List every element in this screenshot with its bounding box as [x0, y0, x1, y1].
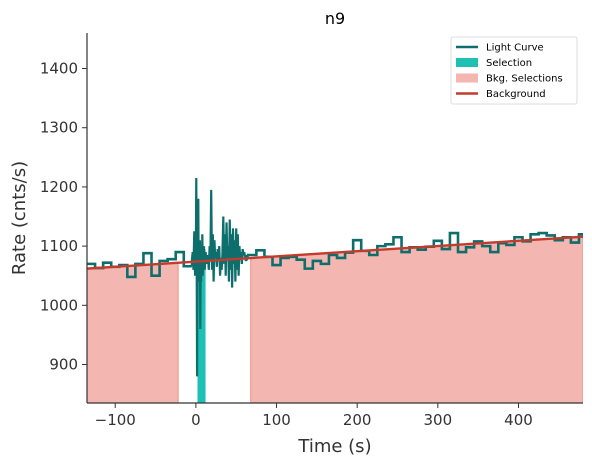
light-curve-fine	[190, 178, 250, 377]
legend-swatch-patch	[456, 58, 478, 67]
x-tick-label: −100	[95, 411, 136, 429]
legend-swatch-patch	[456, 73, 478, 83]
y-tick-label: 1000	[40, 296, 78, 314]
legend: Light Curve Selection Bkg. Selections Backg…	[450, 36, 578, 105]
background-fit-line	[87, 235, 583, 270]
plot-area	[87, 178, 583, 403]
x-tick-label: 0	[191, 411, 201, 429]
legend-label: Light Curve	[486, 43, 544, 54]
x-tick-label: 300	[424, 411, 453, 429]
y-axis-label: Rate (cnts/s)	[9, 161, 30, 275]
y-tick-label: 1100	[40, 237, 78, 255]
x-tick-label: 200	[343, 411, 372, 429]
legend-label: Background	[486, 89, 546, 100]
source-selection-region	[197, 249, 206, 403]
x-tick-label: 400	[504, 411, 533, 429]
bkg-selection-region	[250, 236, 583, 403]
chart-title: n9	[325, 9, 345, 28]
axes: −100 0 100 200 300 400 900 1000 1100 1200 1300 1400	[40, 33, 583, 429]
x-axis-label: Time (s)	[297, 436, 371, 457]
bkg-selection-region	[87, 262, 179, 403]
light-curve-pre	[87, 250, 192, 279]
x-tick-label: 100	[262, 411, 291, 429]
legend-label: Bkg. Selections	[486, 74, 563, 85]
plot-clipped-group	[87, 178, 583, 403]
y-tick-label: 1300	[40, 119, 78, 137]
y-tick-label: 1200	[40, 178, 78, 196]
y-tick-label: 900	[49, 356, 78, 374]
legend-label: Selection	[486, 58, 532, 69]
y-tick-label: 1400	[40, 60, 78, 78]
legend-box	[450, 36, 578, 105]
